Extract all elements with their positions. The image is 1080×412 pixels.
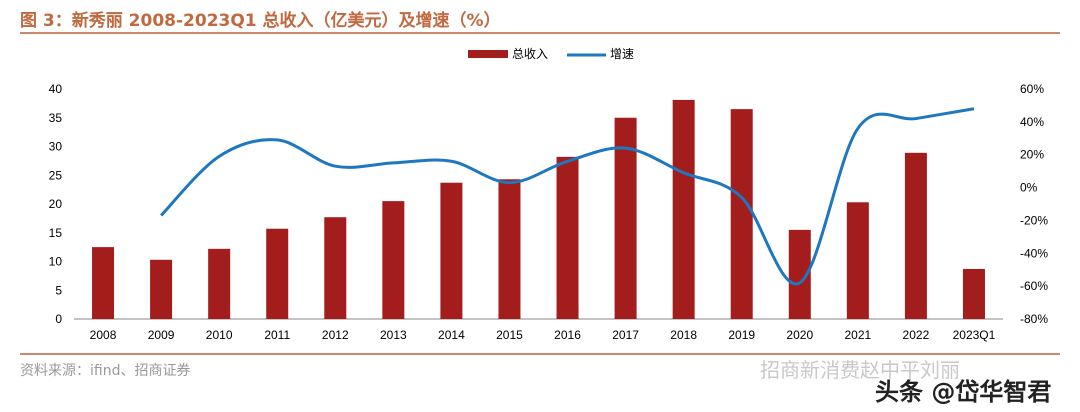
- bar-revenue: [208, 248, 231, 319]
- bar-revenue: [324, 217, 347, 319]
- watermark-wechat: 招商新消费赵中平刘丽: [760, 358, 960, 382]
- bar-revenue: [962, 268, 985, 319]
- bar-revenue: [92, 247, 115, 319]
- watermark-toutiao: 头条 @岱华智君: [875, 378, 1052, 406]
- y-left-tick-label: 0: [55, 312, 62, 326]
- x-tick-label: 2014: [438, 328, 465, 342]
- y-left-tick-label: 15: [49, 226, 63, 240]
- x-tick-label: 2022: [903, 328, 930, 342]
- x-tick-label: 2021: [844, 328, 871, 342]
- bar-revenue: [266, 228, 289, 319]
- y-right-tick-label: 60%: [1020, 82, 1044, 96]
- bar-revenue: [672, 99, 695, 319]
- x-tick-label: 2017: [612, 328, 639, 342]
- bar-revenue: [382, 201, 405, 319]
- y-right-tick-label: 20%: [1020, 148, 1044, 162]
- line-growth: [160, 107, 975, 286]
- bar-revenue: [150, 259, 173, 319]
- bar-revenue: [788, 229, 811, 319]
- y-left-tick-label: 35: [49, 111, 63, 125]
- bar-revenue: [846, 202, 869, 319]
- y-right-tick-label: -60%: [1020, 279, 1048, 293]
- y-left-tick-label: 25: [49, 168, 63, 182]
- y-right-tick-label: 0%: [1020, 181, 1038, 195]
- source-note: 资料来源：ifind、招商证券: [20, 363, 191, 379]
- x-tick-label: 2023Q1: [953, 328, 996, 342]
- x-tick-label: 2010: [206, 328, 233, 342]
- x-tick-label: 2019: [728, 328, 755, 342]
- y-left-tick-label: 10: [49, 255, 63, 269]
- y-left-tick-label: 20: [49, 197, 63, 211]
- bar-revenue: [904, 152, 927, 319]
- legend-label-growth: 增速: [610, 47, 634, 61]
- x-tick-label: 2016: [554, 328, 581, 342]
- y-right-tick-label: 40%: [1020, 115, 1044, 129]
- bar-revenue: [498, 179, 521, 319]
- bar-revenue: [440, 182, 463, 319]
- x-tick-label: 2008: [90, 328, 117, 342]
- y-right-tick-label: -20%: [1020, 213, 1048, 227]
- chart-title: 图 3：新秀丽 2008-2023Q1 总收入（亿美元）及增速（%）: [20, 11, 501, 31]
- legend-label-revenue: 总收入: [512, 47, 548, 61]
- x-tick-label: 2020: [786, 328, 813, 342]
- x-tick-label: 2015: [496, 328, 523, 342]
- source-divider: [20, 353, 1060, 355]
- bar-revenue: [556, 156, 579, 319]
- x-tick-label: 2011: [264, 328, 290, 342]
- y-right-tick-label: -40%: [1020, 246, 1048, 260]
- y-left-tick-label: 30: [49, 140, 63, 154]
- x-tick-label: 2009: [148, 328, 175, 342]
- y-right-tick-label: -80%: [1020, 312, 1048, 326]
- y-left-tick-label: 40: [49, 82, 63, 96]
- x-tick-label: 2012: [322, 328, 349, 342]
- legend-swatch-revenue: [468, 50, 508, 58]
- x-tick-label: 2018: [670, 328, 697, 342]
- y-left-tick-label: 5: [55, 283, 62, 297]
- title-divider: [20, 32, 1060, 34]
- bar-revenue: [614, 117, 637, 319]
- bar-revenue: [730, 109, 753, 319]
- x-tick-label: 2013: [380, 328, 407, 342]
